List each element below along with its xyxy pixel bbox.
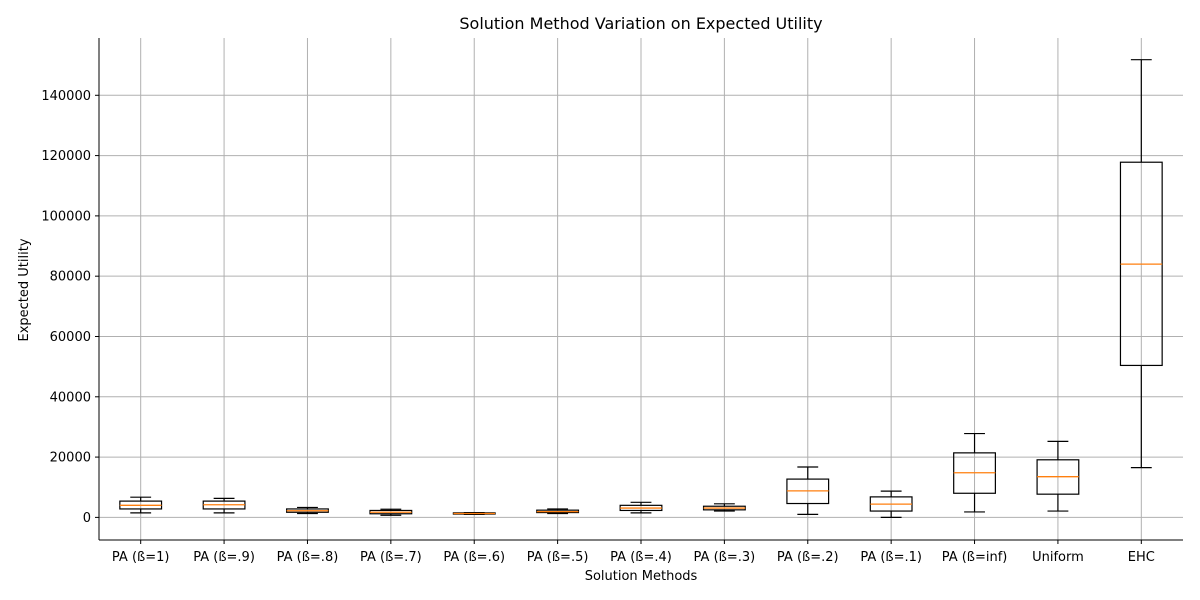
box-12 [1119, 59, 1163, 469]
x-tick-label: PA (ß=.4) [610, 550, 672, 565]
y-tick-label: 60000 [50, 330, 91, 345]
y-tick-label: 20000 [50, 451, 91, 466]
box-4 [452, 511, 496, 515]
box-2 [286, 506, 329, 515]
x-tick-label: EHC [1128, 550, 1155, 565]
box-3 [369, 508, 413, 516]
y-tick-label: 80000 [50, 270, 91, 285]
x-tick-label: PA (ß=inf) [942, 550, 1008, 565]
box-1 [202, 497, 246, 514]
box-layer [119, 59, 1163, 518]
x-axis-label: Solution Methods [585, 569, 698, 584]
y-axis-label: Expected Utility [17, 238, 32, 341]
box-6 [619, 501, 663, 514]
box-10 [953, 432, 996, 513]
box-9 [869, 490, 913, 518]
box-5 [536, 508, 580, 515]
x-tick-label: PA (ß=1) [112, 550, 170, 565]
x-tick-label: PA (ß=.3) [694, 550, 756, 565]
box-0 [119, 496, 163, 514]
box-8 [786, 466, 830, 515]
x-tick-label: PA (ß=.6) [443, 550, 505, 565]
x-tick-label: PA (ß=.5) [527, 550, 589, 565]
x-tick-label: PA (ß=.7) [360, 550, 422, 565]
y-tick-label: 120000 [41, 149, 91, 164]
box-11 [1036, 440, 1080, 512]
x-tick-label: PA (ß=.9) [193, 550, 255, 565]
chart-title: Solution Method Variation on Expected Ut… [459, 14, 822, 33]
grid-layer [99, 38, 1183, 540]
y-tick-label: 0 [83, 511, 91, 526]
box-7 [702, 503, 746, 512]
y-tick-label: 40000 [50, 390, 91, 405]
x-tick-label: PA (ß=.2) [777, 550, 839, 565]
x-tick-label: Uniform [1032, 550, 1084, 565]
y-tick-label: 100000 [41, 209, 91, 224]
x-tick-label: PA (ß=.8) [277, 550, 339, 565]
y-tick-label: 140000 [41, 89, 91, 104]
x-tick-label: PA (ß=.1) [860, 550, 922, 565]
axis-layer: 0 20000 40000 60000 80000 100000 120000 140000 P… [41, 38, 1183, 565]
